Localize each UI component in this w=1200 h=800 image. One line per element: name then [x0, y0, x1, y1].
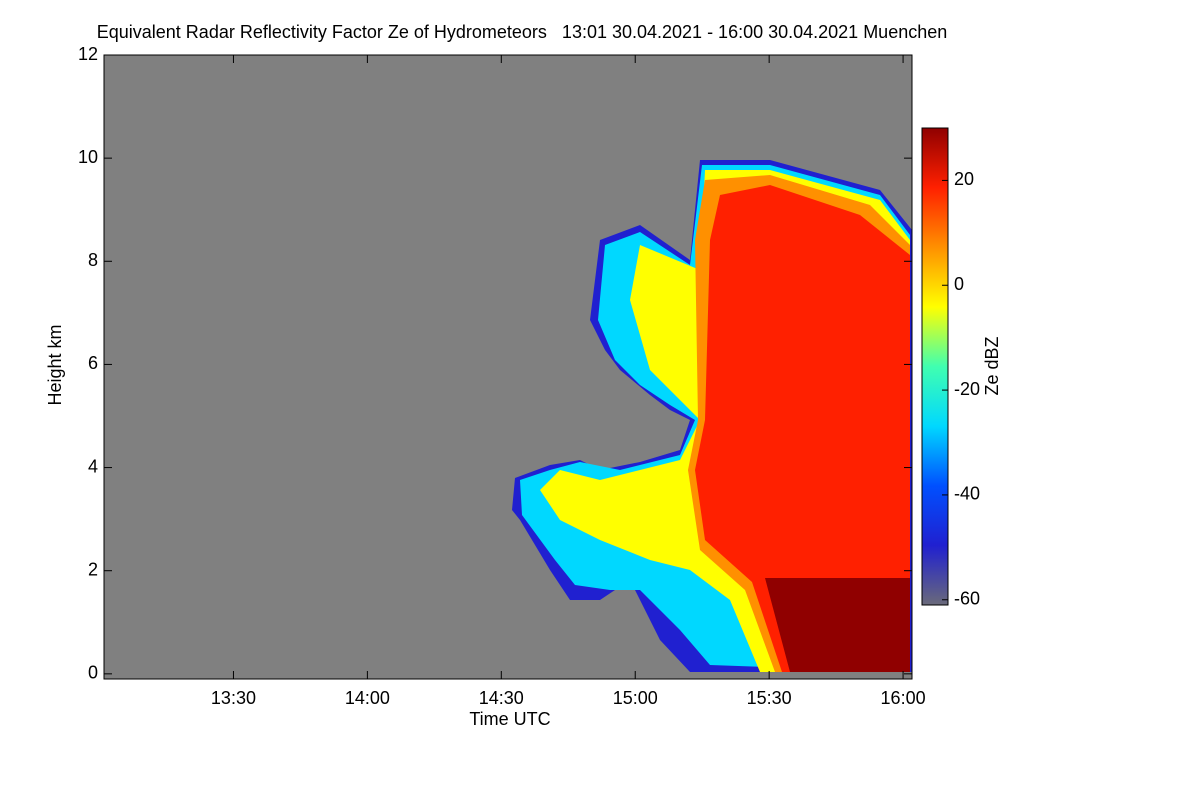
y-tick-label: 6	[88, 353, 98, 373]
x-axis-label: Time UTC	[469, 709, 550, 729]
y-tick-label: 10	[78, 147, 98, 167]
colorbar	[921, 127, 949, 606]
colorbar-label: Ze dBZ	[982, 336, 1002, 395]
y-tick-label: 2	[88, 559, 98, 579]
echo-region	[695, 185, 910, 672]
colorbar-tick-label: -40	[954, 484, 980, 504]
x-tick-label: 16:00	[881, 688, 926, 708]
x-tick-label: 15:30	[747, 688, 792, 708]
x-tick-label: 14:00	[345, 688, 390, 708]
y-tick-label: 8	[88, 250, 98, 270]
colorbar-tick-label: 20	[954, 169, 974, 189]
y-tick-label: 12	[78, 44, 98, 64]
colorbar-tick-label: 0	[954, 274, 964, 294]
colorbar-tick-label: -60	[954, 589, 980, 609]
echo-region	[765, 578, 910, 672]
x-tick-label: 14:30	[479, 688, 524, 708]
y-axis-label: Height km	[45, 324, 65, 405]
y-tick-label: 0	[88, 663, 98, 683]
y-tick-label: 4	[88, 456, 98, 476]
x-tick-label: 15:00	[613, 688, 658, 708]
plot-frame	[103, 54, 913, 680]
chart-title: Equivalent Radar Reflectivity Factor Ze …	[97, 22, 948, 42]
reflectivity-field	[512, 160, 912, 672]
colorbar-tick-label: -20	[954, 379, 980, 399]
x-tick-label: 13:30	[211, 688, 256, 708]
